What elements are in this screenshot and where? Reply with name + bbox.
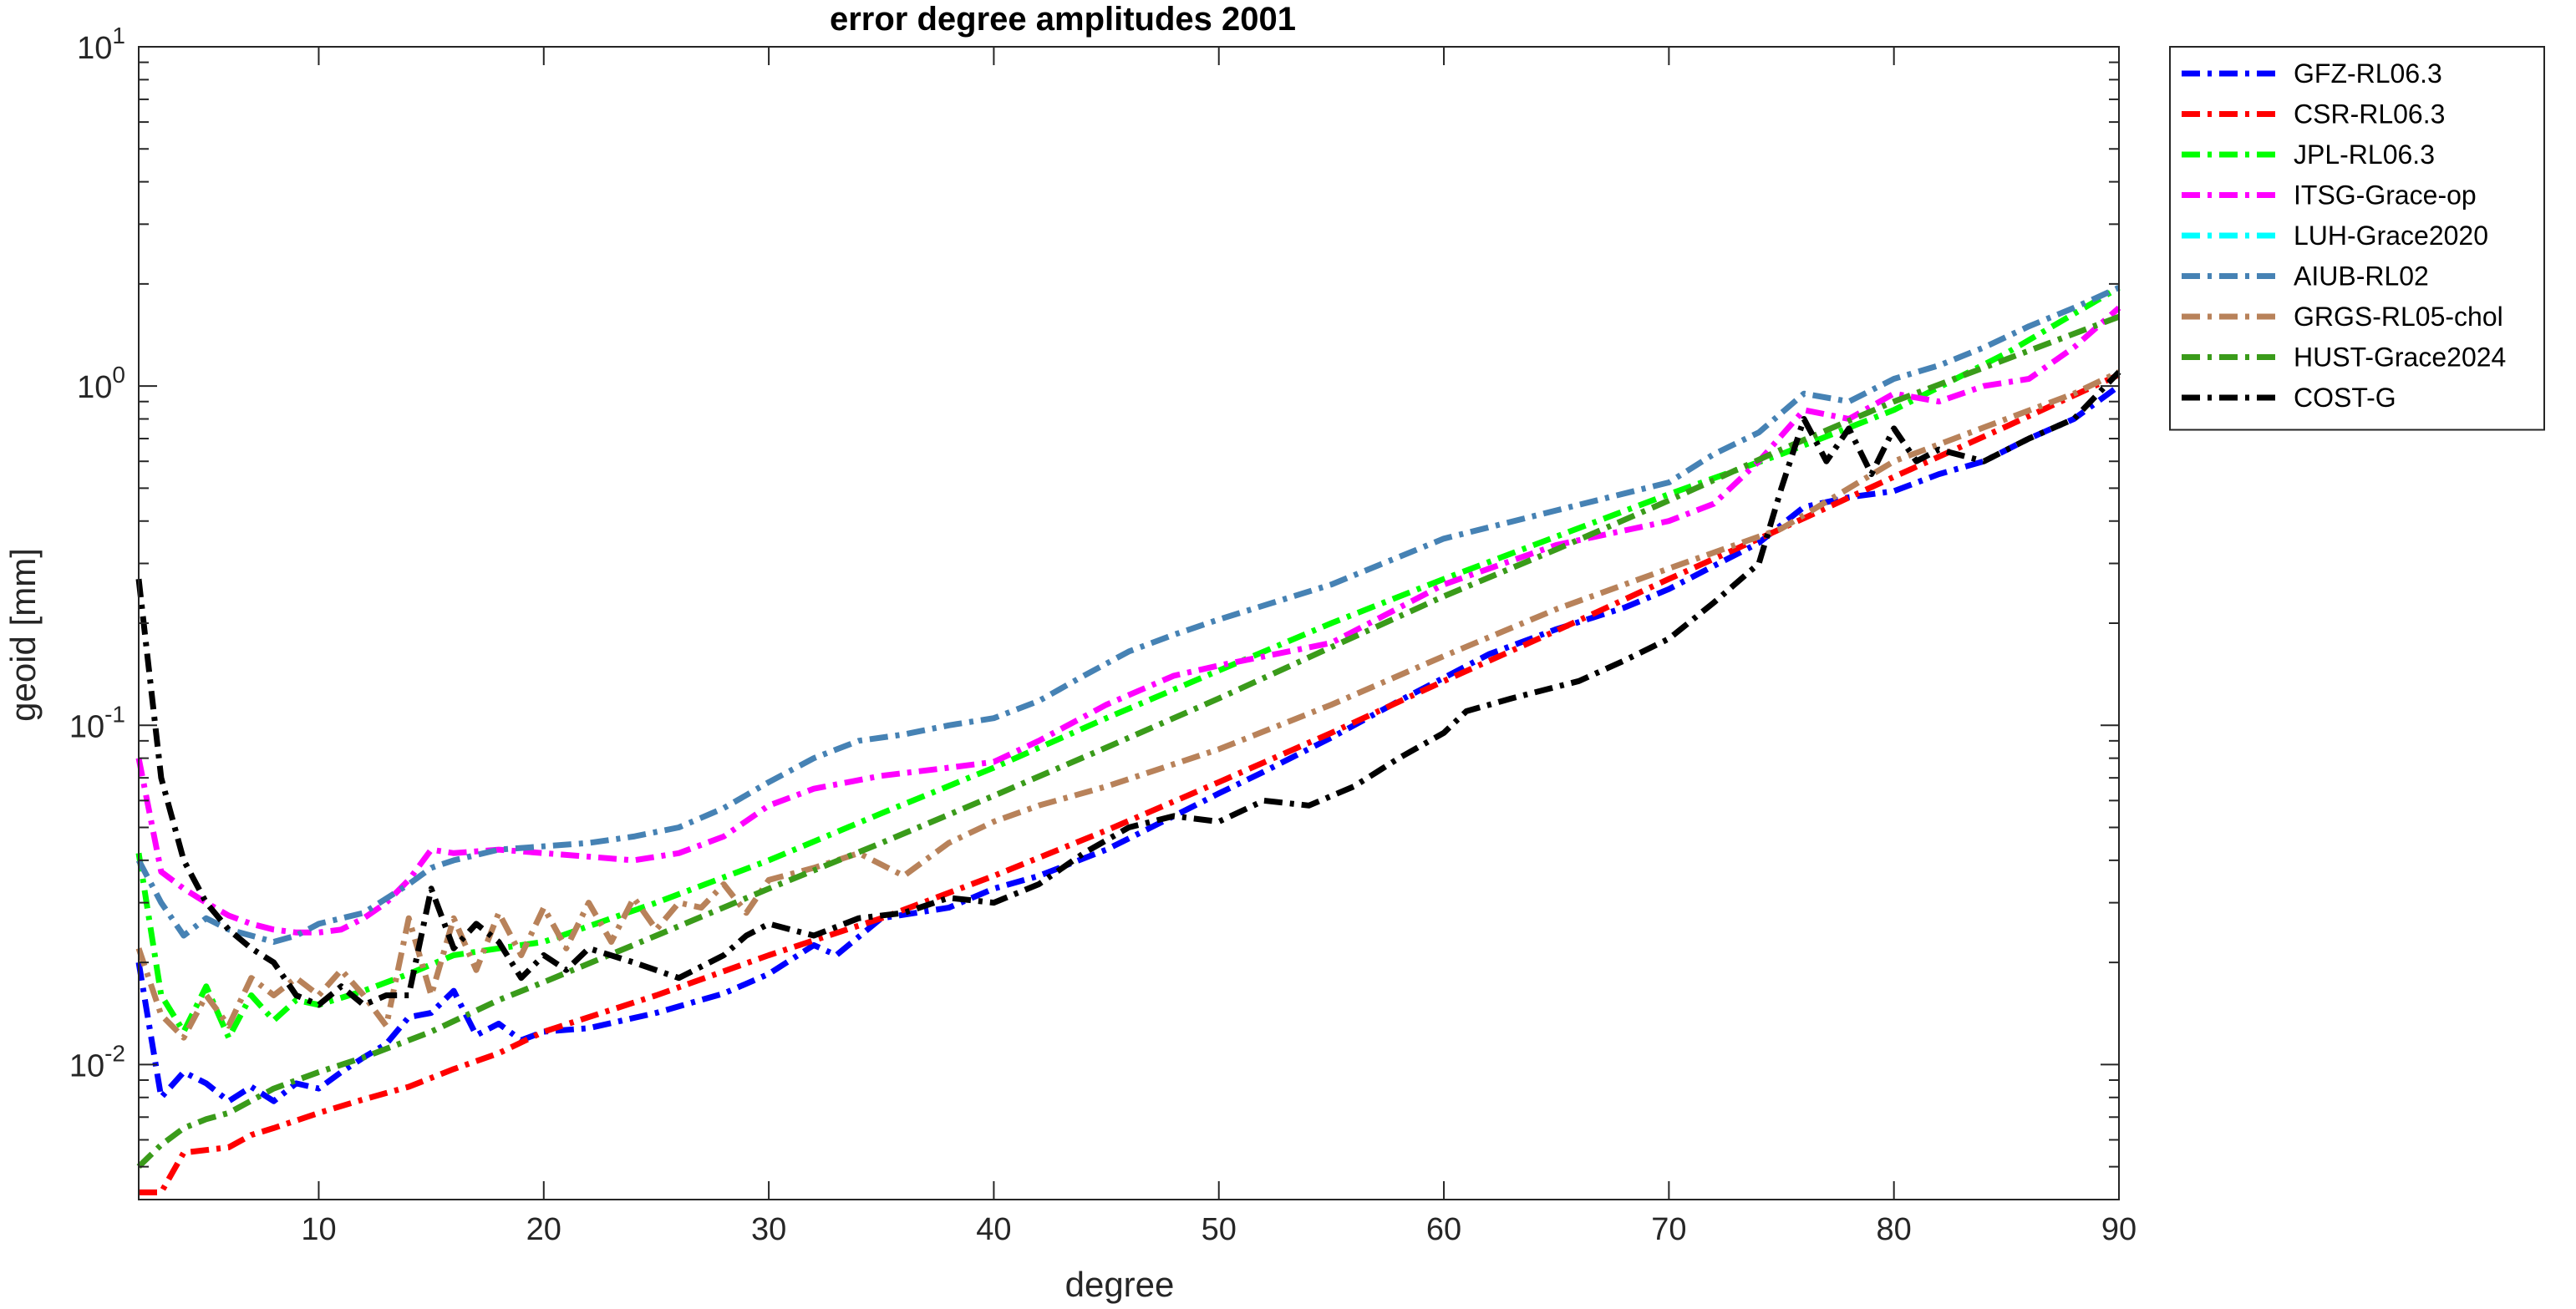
series-line-hust-grace2024 (136, 313, 2121, 1169)
legend: GFZ-RL06.3 CSR-RL06.3 JPL-RL06.3 ITSG-Grace… (2169, 46, 2545, 431)
legend-label: AIUB-RL02 (2294, 261, 2429, 292)
plot-area (139, 47, 2119, 1200)
legend-label: ITSG-Grace-op (2294, 180, 2477, 211)
series-line-aiub-rl02 (135, 285, 2121, 945)
legend-label: GRGS-RL05-chol (2294, 302, 2503, 332)
series-line-cost-g (135, 369, 2121, 1008)
x-tick-label: 20 (526, 1212, 561, 1247)
legend-label: LUH-Grace2020 (2294, 221, 2488, 251)
legend-label: HUST-Grace2024 (2294, 342, 2506, 373)
y-tick-label: 100 (77, 362, 125, 405)
x-tick-label: 50 (1202, 1212, 1237, 1247)
x-tick-label: 40 (976, 1212, 1011, 1247)
x-tick-label: 80 (1877, 1212, 1912, 1247)
legend-label: GFZ-RL06.3 (2294, 58, 2442, 89)
y-tick-label: 10-1 (69, 701, 125, 744)
x-axis-label: degree (1065, 1265, 1175, 1304)
x-tick-label: 90 (2101, 1212, 2137, 1247)
legend-label: CSR-RL06.3 (2294, 99, 2445, 129)
series-line-csr-rl06-3 (139, 372, 2121, 1195)
x-tick-label: 70 (1651, 1212, 1686, 1247)
legend-label: JPL-RL06.3 (2294, 140, 2435, 170)
series-layer (135, 285, 2121, 1195)
x-tick-label: 10 (301, 1212, 336, 1247)
x-tick-label: 60 (1426, 1212, 1461, 1247)
x-tick-label: 30 (751, 1212, 786, 1247)
series-line-gfz-rl06-3 (135, 383, 2121, 1104)
y-tick-label: 10-2 (69, 1040, 125, 1083)
chart-title: error degree amplitudes 2001 (830, 1, 1296, 38)
legend-label: COST-G (2294, 383, 2396, 413)
series-line-grgs-rl05-chol (135, 369, 2121, 1041)
ticks-layer: 10 20 30 40 50 60 70 80 90 10-2 10-1 100 101 (69, 23, 2137, 1247)
y-axis-label: geoid [mm] (3, 548, 43, 722)
y-tick-label: 101 (77, 23, 125, 66)
